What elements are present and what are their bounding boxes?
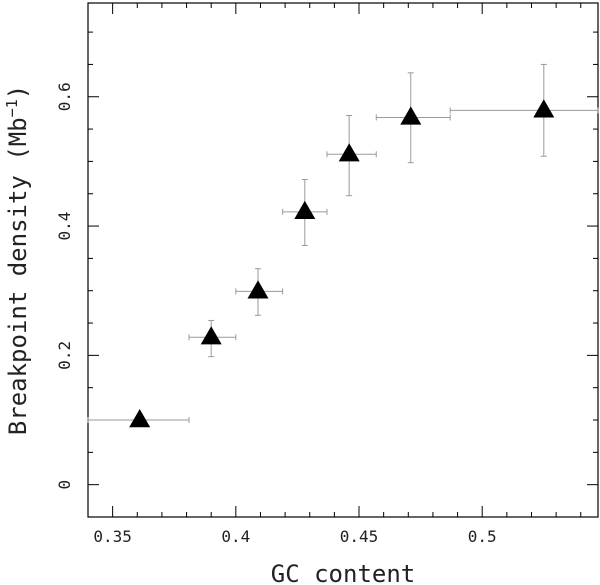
y-axis-title-main: Breakpoint density (Mb — [4, 117, 32, 435]
x-tick-label: 0.45 — [340, 527, 379, 546]
x-axis-title: GC content — [271, 560, 416, 585]
x-tick-label: 0.5 — [468, 527, 497, 546]
y-tick-label: 0.2 — [55, 341, 74, 370]
plot-frame — [87, 2, 599, 518]
y-tick-label: 0.6 — [55, 82, 74, 111]
data-point-triangle — [200, 326, 222, 345]
y-axis-title-superscript: −1 — [3, 99, 21, 117]
data-point-triangle — [294, 200, 316, 219]
data-point-triangle — [400, 106, 422, 125]
y-axis-title: Breakpoint density (Mb−1) — [3, 85, 32, 435]
data-point-triangle — [533, 99, 555, 118]
y-tick-label: 0.4 — [55, 212, 74, 241]
data-point-triangle — [338, 143, 360, 162]
data-point-triangle — [247, 280, 269, 299]
x-tick-label: 0.35 — [93, 527, 132, 546]
data-point-triangle — [129, 409, 151, 428]
x-tick-label: 0.4 — [221, 527, 250, 546]
y-axis-title-close: ) — [4, 85, 32, 99]
plot-area: 0.35 0.4 0.45 0.5 0 0.2 0.4 0.6 — [55, 2, 599, 546]
y-tick-label: 0 — [55, 480, 74, 490]
